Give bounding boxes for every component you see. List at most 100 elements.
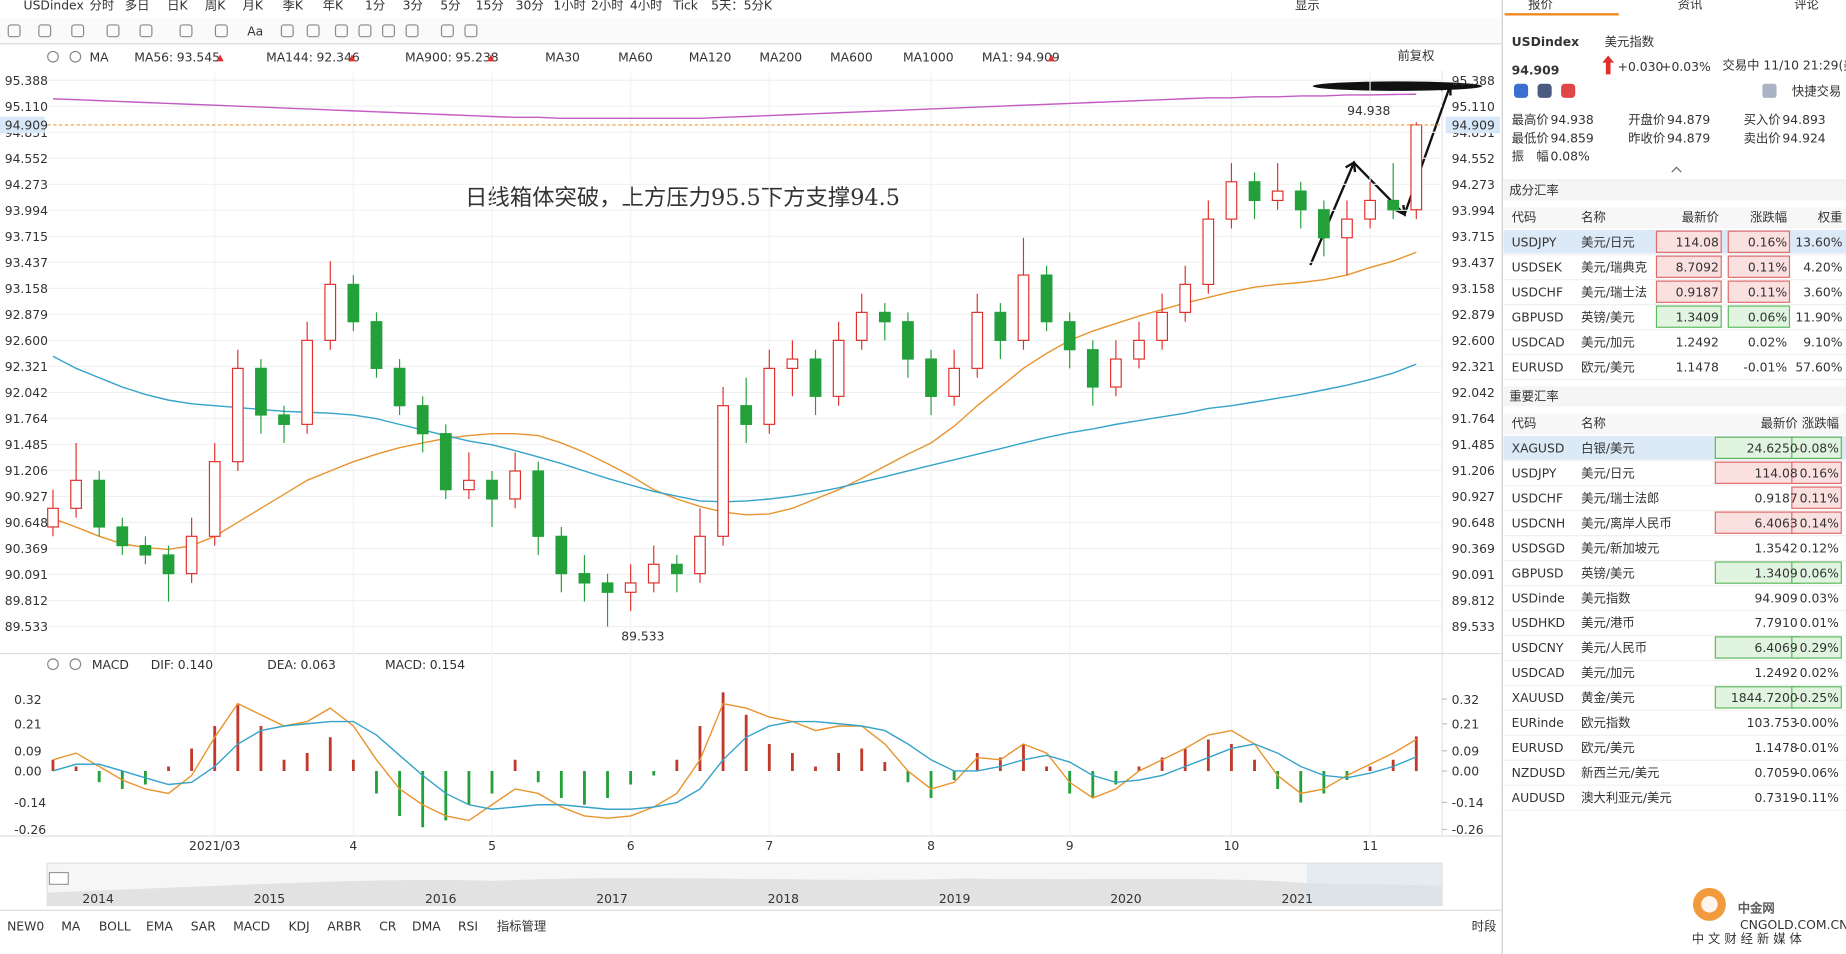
tool-icon[interactable]: [38, 24, 52, 38]
table-header[interactable]: 最新价: [1682, 210, 1719, 225]
session-button[interactable]: 时段: [1472, 918, 1497, 933]
settings-icon[interactable]: [47, 50, 59, 63]
tool-icon[interactable]: [7, 24, 21, 38]
indicator-tab[interactable]: CR: [379, 919, 397, 933]
period-tab[interactable]: 2小时: [591, 0, 624, 13]
table-cell[interactable]: USDJPY: [1512, 235, 1557, 249]
period-tab[interactable]: 30分: [516, 0, 544, 13]
navigator-handle[interactable]: [48, 871, 69, 885]
table-cell[interactable]: USDCAD: [1512, 335, 1565, 349]
legend-entry-off[interactable]: MA60: [618, 50, 653, 64]
tool-icon[interactable]: [179, 24, 193, 38]
period-tab[interactable]: 周K: [205, 0, 226, 13]
legend-entry-off[interactable]: MA1000: [903, 50, 954, 64]
legend-entry-off[interactable]: MA600: [830, 50, 873, 64]
indicator-tab[interactable]: MA: [61, 919, 81, 933]
quick-trade[interactable]: 快捷交易: [1792, 84, 1841, 99]
table-header[interactable]: 名称: [1581, 210, 1606, 225]
period-tab[interactable]: 季K: [283, 0, 304, 13]
tool-icon[interactable]: [106, 24, 120, 38]
table-header[interactable]: 名称: [1581, 416, 1606, 431]
table-cell[interactable]: USDSEK: [1512, 260, 1563, 274]
legend-entry-off[interactable]: MA30: [545, 50, 580, 64]
table-cell[interactable]: USDCNY: [1512, 641, 1564, 655]
period-tab[interactable]: 1分: [365, 0, 385, 13]
display-menu[interactable]: 显示: [1295, 0, 1320, 13]
table-cell[interactable]: USDCAD: [1512, 666, 1565, 680]
panel-tab[interactable]: 资讯: [1678, 0, 1703, 11]
table-cell[interactable]: EURinde: [1512, 716, 1564, 730]
tool-icon[interactable]: [382, 24, 395, 38]
period-tab[interactable]: 3分: [403, 0, 423, 13]
indicator-tab[interactable]: DMA: [412, 919, 441, 933]
table-cell[interactable]: USDHKD: [1512, 616, 1565, 630]
table-cell[interactable]: XAGUSD: [1512, 442, 1565, 456]
table-cell[interactable]: USDinde: [1512, 591, 1565, 605]
table-cell[interactable]: GBPUSD: [1512, 310, 1564, 324]
quote-icon[interactable]: [1537, 83, 1552, 98]
table-cell[interactable]: USDCNH: [1512, 516, 1566, 530]
period-tab[interactable]: 5天：5分K: [711, 0, 773, 13]
indicator-tab[interactable]: BOLL: [99, 919, 131, 933]
legend-entry-off[interactable]: MA120: [689, 50, 732, 64]
table-cell[interactable]: USDCHF: [1512, 285, 1563, 299]
close-icon[interactable]: [69, 50, 82, 63]
alert-icon[interactable]: [1762, 83, 1777, 98]
legend-value: 0.140: [178, 658, 214, 672]
tool-icon[interactable]: [71, 24, 85, 38]
period-tab[interactable]: Tick: [672, 0, 698, 13]
tool-icon[interactable]: [214, 24, 228, 38]
indicator-tab[interactable]: MACD: [233, 919, 270, 933]
period-tab[interactable]: 1小时: [553, 0, 586, 13]
panel-tab[interactable]: 报价: [1528, 0, 1553, 11]
table-header[interactable]: 涨跌幅: [1750, 210, 1787, 225]
indicator-tab[interactable]: KDJ: [288, 919, 309, 933]
text-tool[interactable]: Aa: [247, 25, 263, 39]
table-cell[interactable]: USDJPY: [1512, 466, 1557, 480]
quote-icon[interactable]: [1514, 83, 1529, 98]
table-cell[interactable]: GBPUSD: [1512, 566, 1564, 580]
tool-icon[interactable]: [280, 24, 294, 38]
period-tab[interactable]: USDindex: [24, 0, 84, 13]
table-header[interactable]: 权重: [1818, 211, 1843, 225]
table-cell[interactable]: NZDUSD: [1512, 766, 1566, 780]
period-tab[interactable]: 月K: [243, 0, 264, 13]
table-cell[interactable]: USDSGD: [1512, 541, 1565, 555]
adjust-button[interactable]: 前复权: [1397, 48, 1434, 63]
period-tab[interactable]: 4小时: [630, 0, 663, 13]
indicator-tab[interactable]: RSI: [458, 919, 478, 933]
period-tab[interactable]: 5分: [440, 0, 460, 13]
table-cell[interactable]: EURUSD: [1512, 741, 1564, 755]
period-tab[interactable]: 年K: [323, 0, 344, 13]
navigator-window[interactable]: [1306, 863, 1443, 906]
indicator-tab[interactable]: ARBR: [327, 919, 362, 933]
indicator-tab[interactable]: 指标管理: [497, 918, 546, 933]
tool-icon[interactable]: [405, 24, 419, 38]
indicator-tab[interactable]: EMA: [146, 919, 173, 933]
period-tab[interactable]: 15分: [476, 0, 504, 13]
table-cell[interactable]: EURUSD: [1512, 360, 1564, 374]
indicator-tab[interactable]: NEW0: [7, 919, 44, 933]
table-cell[interactable]: AUDUSD: [1512, 791, 1565, 805]
panel-tab[interactable]: 评论: [1794, 0, 1819, 11]
table-cell[interactable]: XAUUSD: [1512, 691, 1564, 705]
legend-entry-off[interactable]: MA200: [759, 50, 802, 64]
settings-icon[interactable]: [47, 658, 59, 671]
quote-icon[interactable]: [1561, 83, 1576, 98]
table-header[interactable]: 最新价: [1761, 416, 1798, 431]
table-header[interactable]: 涨跌幅: [1802, 416, 1839, 431]
indicator-tab[interactable]: SAR: [191, 919, 217, 933]
period-tab[interactable]: 分时: [89, 0, 114, 13]
tool-icon[interactable]: [306, 24, 320, 38]
table-cell[interactable]: USDCHF: [1512, 491, 1563, 505]
period-tab[interactable]: 日K: [167, 0, 188, 13]
tool-icon[interactable]: [139, 24, 153, 38]
table-header[interactable]: 代码: [1512, 211, 1537, 225]
tool-icon[interactable]: [440, 24, 454, 38]
tool-icon[interactable]: [358, 24, 372, 38]
period-tab[interactable]: 多日: [125, 0, 150, 13]
tool-icon[interactable]: [334, 24, 348, 38]
tool-icon[interactable]: [464, 24, 478, 38]
table-header[interactable]: 代码: [1512, 417, 1537, 431]
close-icon[interactable]: [69, 658, 82, 671]
